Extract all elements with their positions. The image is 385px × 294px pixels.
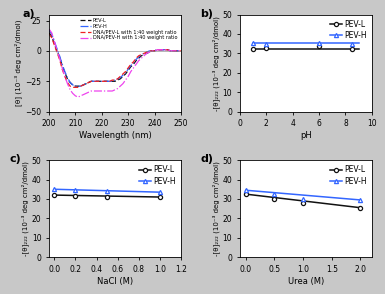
- PEV-L: [89, 79, 94, 83]
- Legend: PEV-L, PEV-H: PEV-L, PEV-H: [329, 164, 368, 187]
- PEV-H: [176, 49, 181, 53]
- PEV-H: [264, 42, 269, 45]
- DNA/PEV-L with 1:40 weight ratio: [179, 49, 183, 53]
- PEV-H: [317, 41, 321, 44]
- PEV-H: [179, 49, 183, 53]
- Line: PEV-H: PEV-H: [49, 30, 181, 86]
- PEV-L: [176, 49, 181, 53]
- PEV-H: [350, 42, 354, 45]
- DNA/PEV-H with 1:40 weight ratio: [79, 94, 83, 98]
- DNA/PEV-L with 1:40 weight ratio: [47, 32, 51, 36]
- PEV-H: [89, 79, 94, 83]
- DNA/PEV-H with 1:40 weight ratio: [136, 59, 141, 62]
- PEV-L: [350, 48, 354, 51]
- PEV-H: [251, 41, 256, 44]
- X-axis label: NaCl (M): NaCl (M): [97, 277, 133, 286]
- Legend: PEV-L, PEV-H, DNA/PEV-L with 1:40 weight ratio, DNA/PEV-H with 1:40 weight ratio: PEV-L, PEV-H, DNA/PEV-L with 1:40 weight…: [79, 17, 178, 41]
- Y-axis label: [θ] (10⁻³ deg cm²/dmol): [θ] (10⁻³ deg cm²/dmol): [15, 20, 22, 106]
- Line: PEV-L: PEV-L: [251, 44, 354, 51]
- PEV-H: [92, 79, 96, 83]
- Legend: PEV-L, PEV-H: PEV-L, PEV-H: [329, 18, 368, 42]
- DNA/PEV-H with 1:40 weight ratio: [89, 89, 94, 93]
- DNA/PEV-H with 1:40 weight ratio: [176, 49, 181, 53]
- PEV-L: [79, 84, 83, 88]
- DNA/PEV-H with 1:40 weight ratio: [179, 49, 183, 53]
- DNA/PEV-H with 1:40 weight ratio: [47, 27, 51, 31]
- Text: a): a): [23, 9, 35, 19]
- Line: PEV-L: PEV-L: [49, 33, 181, 86]
- Y-axis label: -[θ]₂₂₂ (10⁻³ deg cm²/dmol): -[θ]₂₂₂ (10⁻³ deg cm²/dmol): [212, 161, 220, 256]
- DNA/PEV-L with 1:40 weight ratio: [70, 86, 75, 89]
- DNA/PEV-L with 1:40 weight ratio: [79, 84, 83, 88]
- PEV-H: [136, 55, 141, 59]
- X-axis label: Wavelength (nm): Wavelength (nm): [79, 131, 151, 140]
- PEV-H: [144, 50, 149, 54]
- PEV-L: [73, 84, 78, 88]
- PEV-L: [92, 79, 96, 83]
- DNA/PEV-H with 1:40 weight ratio: [144, 51, 149, 55]
- PEV-H: [47, 29, 51, 32]
- DNA/PEV-H with 1:40 weight ratio: [76, 95, 80, 99]
- Text: c): c): [10, 154, 21, 164]
- PEV-L: [144, 51, 149, 55]
- Text: d): d): [201, 154, 213, 164]
- X-axis label: Urea (M): Urea (M): [288, 277, 324, 286]
- DNA/PEV-L with 1:40 weight ratio: [176, 49, 181, 53]
- X-axis label: pH: pH: [300, 131, 312, 140]
- Line: DNA/PEV-H with 1:40 weight ratio: DNA/PEV-H with 1:40 weight ratio: [49, 29, 181, 97]
- PEV-L: [179, 49, 183, 53]
- PEV-H: [79, 84, 83, 88]
- Line: PEV-H: PEV-H: [251, 41, 354, 46]
- Line: DNA/PEV-L with 1:40 weight ratio: DNA/PEV-L with 1:40 weight ratio: [49, 34, 181, 87]
- DNA/PEV-L with 1:40 weight ratio: [92, 79, 96, 83]
- Legend: PEV-L, PEV-H: PEV-L, PEV-H: [138, 164, 177, 187]
- Y-axis label: -[θ]₂₂₂ (10⁻³ deg cm²/dmol): -[θ]₂₂₂ (10⁻³ deg cm²/dmol): [21, 161, 29, 256]
- Y-axis label: -[θ]₂₂₂ (10⁻³ deg cm²/dmol): -[θ]₂₂₂ (10⁻³ deg cm²/dmol): [212, 16, 220, 111]
- DNA/PEV-H with 1:40 weight ratio: [92, 89, 96, 93]
- PEV-L: [136, 56, 141, 60]
- PEV-L: [264, 46, 269, 49]
- DNA/PEV-L with 1:40 weight ratio: [144, 50, 149, 54]
- DNA/PEV-L with 1:40 weight ratio: [136, 54, 141, 58]
- DNA/PEV-L with 1:40 weight ratio: [89, 79, 94, 83]
- Text: b): b): [201, 9, 213, 19]
- PEV-L: [47, 31, 51, 34]
- PEV-L: [317, 44, 321, 47]
- PEV-L: [251, 48, 256, 51]
- PEV-H: [73, 84, 78, 88]
